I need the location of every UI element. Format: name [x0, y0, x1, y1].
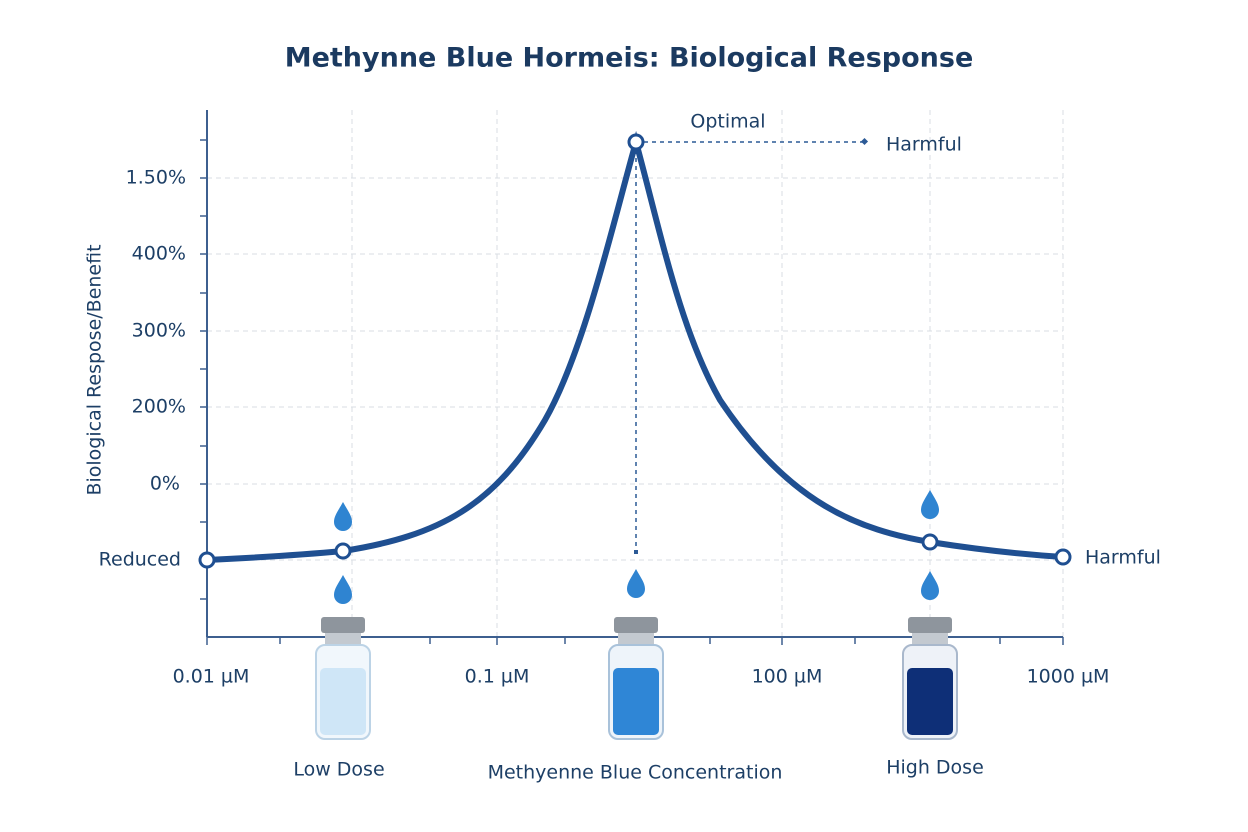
title: Methynne Blue Hormeis: Biological Respon… [285, 43, 974, 74]
grid [207, 110, 1064, 637]
annotation: Optimal [690, 111, 765, 133]
x-label: 0.01 µM [173, 666, 250, 688]
drops [334, 490, 939, 604]
y-label: 1.50% [126, 167, 186, 189]
guides [634, 137, 869, 554]
y-label: 400% [132, 243, 186, 265]
x-axis-title: Methyenne Blue Concentration [488, 762, 783, 784]
x-label: 0.1 µM [465, 666, 530, 688]
point [334, 542, 352, 560]
y-label: 200% [132, 396, 186, 418]
vial-label: High Dose [886, 757, 984, 779]
vial-high [902, 617, 958, 740]
point [627, 133, 645, 151]
vial-low [315, 617, 371, 740]
annotation: Harmful [1085, 547, 1161, 569]
vial-mid [608, 617, 664, 740]
y-axis-title: Biological Respose/Benefit [84, 244, 106, 495]
point [1054, 548, 1072, 566]
x-label: 1000 µM [1027, 666, 1110, 688]
point [198, 551, 216, 569]
annotation: Reduced [99, 549, 181, 571]
vial-label: Low Dose [293, 759, 384, 781]
y-label: 0% [150, 473, 180, 495]
y-label: 300% [132, 320, 186, 342]
annotation: Harmful [886, 134, 962, 156]
point [921, 533, 939, 551]
x-label: 100 µM [752, 666, 823, 688]
